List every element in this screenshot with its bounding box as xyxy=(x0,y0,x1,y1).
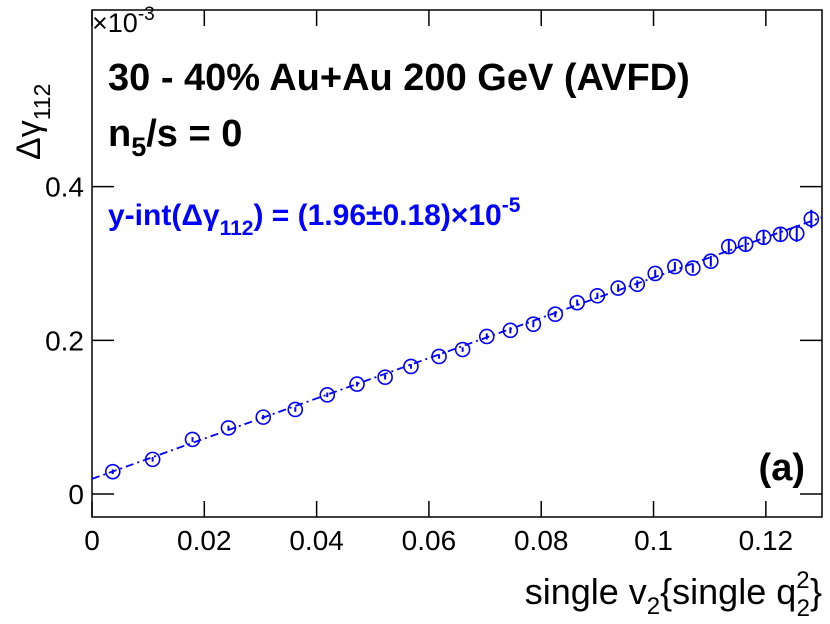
marker xyxy=(772,226,789,243)
x-tick-label: 0.08 xyxy=(514,525,569,556)
subtitle-part: /s = 0 xyxy=(146,113,242,155)
x-axis-label: single v2{single q2 2} xyxy=(525,567,822,622)
marker xyxy=(454,341,471,358)
subtitle: n5/s = 0 xyxy=(108,113,242,162)
x-label-part: 2 xyxy=(796,567,809,594)
y-multiplier: ×10-3 xyxy=(92,4,155,38)
marker xyxy=(525,316,542,332)
x-tick-label: 0.1 xyxy=(634,525,673,556)
marker xyxy=(287,401,304,418)
marker xyxy=(547,306,564,323)
plot-frame xyxy=(91,9,823,518)
marker xyxy=(220,420,237,436)
marker xyxy=(144,451,161,468)
subtitle-part: n xyxy=(108,113,131,155)
marker xyxy=(647,265,664,282)
marker xyxy=(703,253,719,269)
x-tick-label: 0.12 xyxy=(739,525,794,556)
y-tick-label: 0.2 xyxy=(45,325,84,356)
marker xyxy=(803,211,820,227)
marker xyxy=(720,238,737,255)
marker xyxy=(319,387,336,403)
marker xyxy=(502,322,519,339)
marker xyxy=(184,431,201,448)
x-label-part: } xyxy=(810,571,822,612)
annotation-part: ) = (1.96±0.18)×10 xyxy=(253,199,501,232)
marker xyxy=(685,260,701,276)
annotation-part: -5 xyxy=(502,194,521,217)
panel-label: (a) xyxy=(759,447,805,489)
marker xyxy=(377,369,393,385)
multiplier-part: ×10 xyxy=(92,8,138,38)
x-label-part: 2 xyxy=(797,595,810,622)
marker xyxy=(104,463,121,480)
marker xyxy=(589,287,606,304)
x-label-part: single v xyxy=(525,571,647,612)
x-tick-label: 0.02 xyxy=(177,525,232,556)
annotation-part: 112 xyxy=(220,217,254,240)
x-tick-label: 0.04 xyxy=(289,525,344,556)
marker xyxy=(431,348,447,365)
fit-annotation: y-int(Δγ112) = (1.96±0.18)×10-5 xyxy=(108,194,521,240)
marker xyxy=(349,376,365,392)
x-tick-label: 0 xyxy=(84,525,100,556)
marker xyxy=(403,358,419,375)
x-tick-label: 0.06 xyxy=(402,525,457,556)
fit-line xyxy=(91,216,823,480)
y-label-part: 112 xyxy=(29,84,55,121)
marker xyxy=(755,229,772,246)
marker xyxy=(788,225,805,242)
marker xyxy=(667,258,683,275)
chart-title: 30 - 40% Au+Au 200 GeV (AVFD) xyxy=(108,57,690,99)
subtitle-part: 5 xyxy=(131,132,146,162)
marker xyxy=(255,409,272,425)
x-label-part: {single q xyxy=(660,571,796,612)
marker xyxy=(629,276,646,293)
y-tick-label: 0.4 xyxy=(45,172,84,203)
marker xyxy=(569,294,585,311)
y-axis-label: Δγ112 xyxy=(10,84,55,160)
marker xyxy=(737,236,754,253)
y-tick-label: 0 xyxy=(68,479,84,510)
marker xyxy=(610,280,626,296)
annotation-part: y-int(Δγ xyxy=(108,199,220,232)
multiplier-part: -3 xyxy=(138,4,155,25)
y-label-part: Δγ xyxy=(10,120,48,160)
x-label-part: 2 xyxy=(647,593,660,620)
marker xyxy=(478,328,495,345)
